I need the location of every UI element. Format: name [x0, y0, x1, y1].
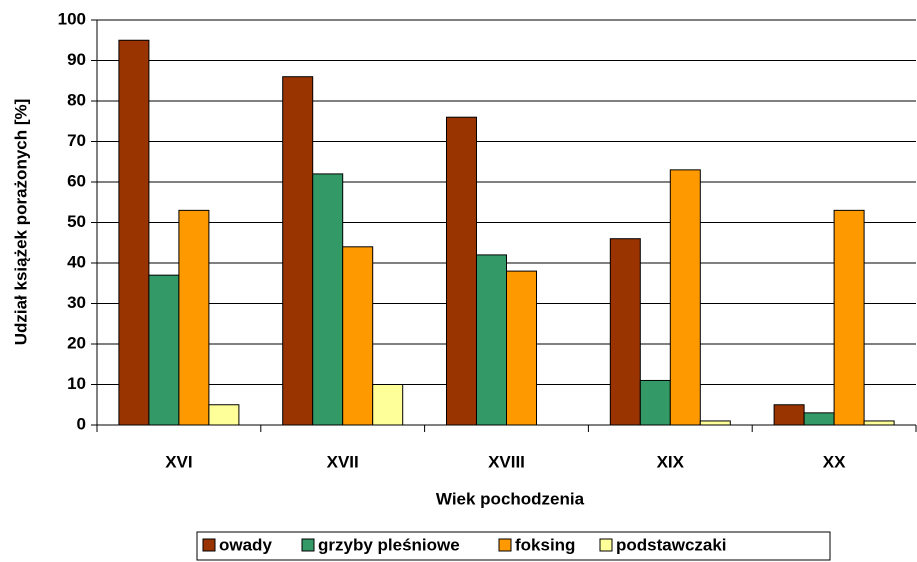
bar [506, 270, 537, 426]
y-tick-label: 0 [77, 414, 86, 433]
y-tick-label: 20 [67, 333, 86, 352]
legend-label: owady [219, 535, 272, 554]
y-tick-label: 30 [67, 293, 86, 312]
bar [669, 169, 701, 426]
bar [476, 254, 507, 426]
y-tick-label: 80 [67, 90, 86, 109]
legend-label: podstawczaki [616, 535, 727, 554]
bar [282, 76, 314, 426]
bar [639, 379, 671, 426]
bar [178, 209, 210, 426]
legend-swatch [498, 538, 512, 552]
y-tick-label: 50 [67, 212, 86, 231]
y-tick-label: 70 [67, 131, 86, 150]
bar [609, 238, 641, 426]
bar [699, 420, 731, 426]
bar [148, 274, 180, 426]
y-tick-label: 40 [67, 252, 86, 271]
x-axis-title: Wiek pochodzenia [436, 489, 585, 508]
bar [312, 173, 344, 426]
y-tick-label: 10 [67, 374, 86, 393]
y-axis-title: Udział książek porażonych [%] [11, 99, 30, 346]
legend-box [196, 531, 831, 561]
x-tick-label: XVIII [488, 452, 525, 471]
bar [863, 420, 895, 426]
legend-swatch [301, 538, 315, 552]
bar [773, 404, 805, 426]
bar [372, 384, 404, 426]
legend-swatch [599, 538, 613, 552]
bar [803, 412, 835, 426]
legend-label: grzyby pleśniowe [318, 535, 460, 554]
y-tick-label: 100 [58, 9, 86, 28]
legend-label: foksing [515, 535, 575, 554]
x-tick-label: XIX [657, 452, 685, 471]
bar [208, 404, 240, 426]
x-tick-label: XX [823, 452, 846, 471]
bar [446, 116, 477, 426]
bar [342, 246, 374, 426]
x-tick-label: XVII [327, 452, 359, 471]
legend-swatch [202, 538, 216, 552]
x-tick-label: XVI [165, 452, 192, 471]
bar [833, 209, 865, 426]
y-tick-label: 90 [67, 50, 86, 69]
y-tick-label: 60 [67, 171, 86, 190]
bar [118, 39, 150, 426]
